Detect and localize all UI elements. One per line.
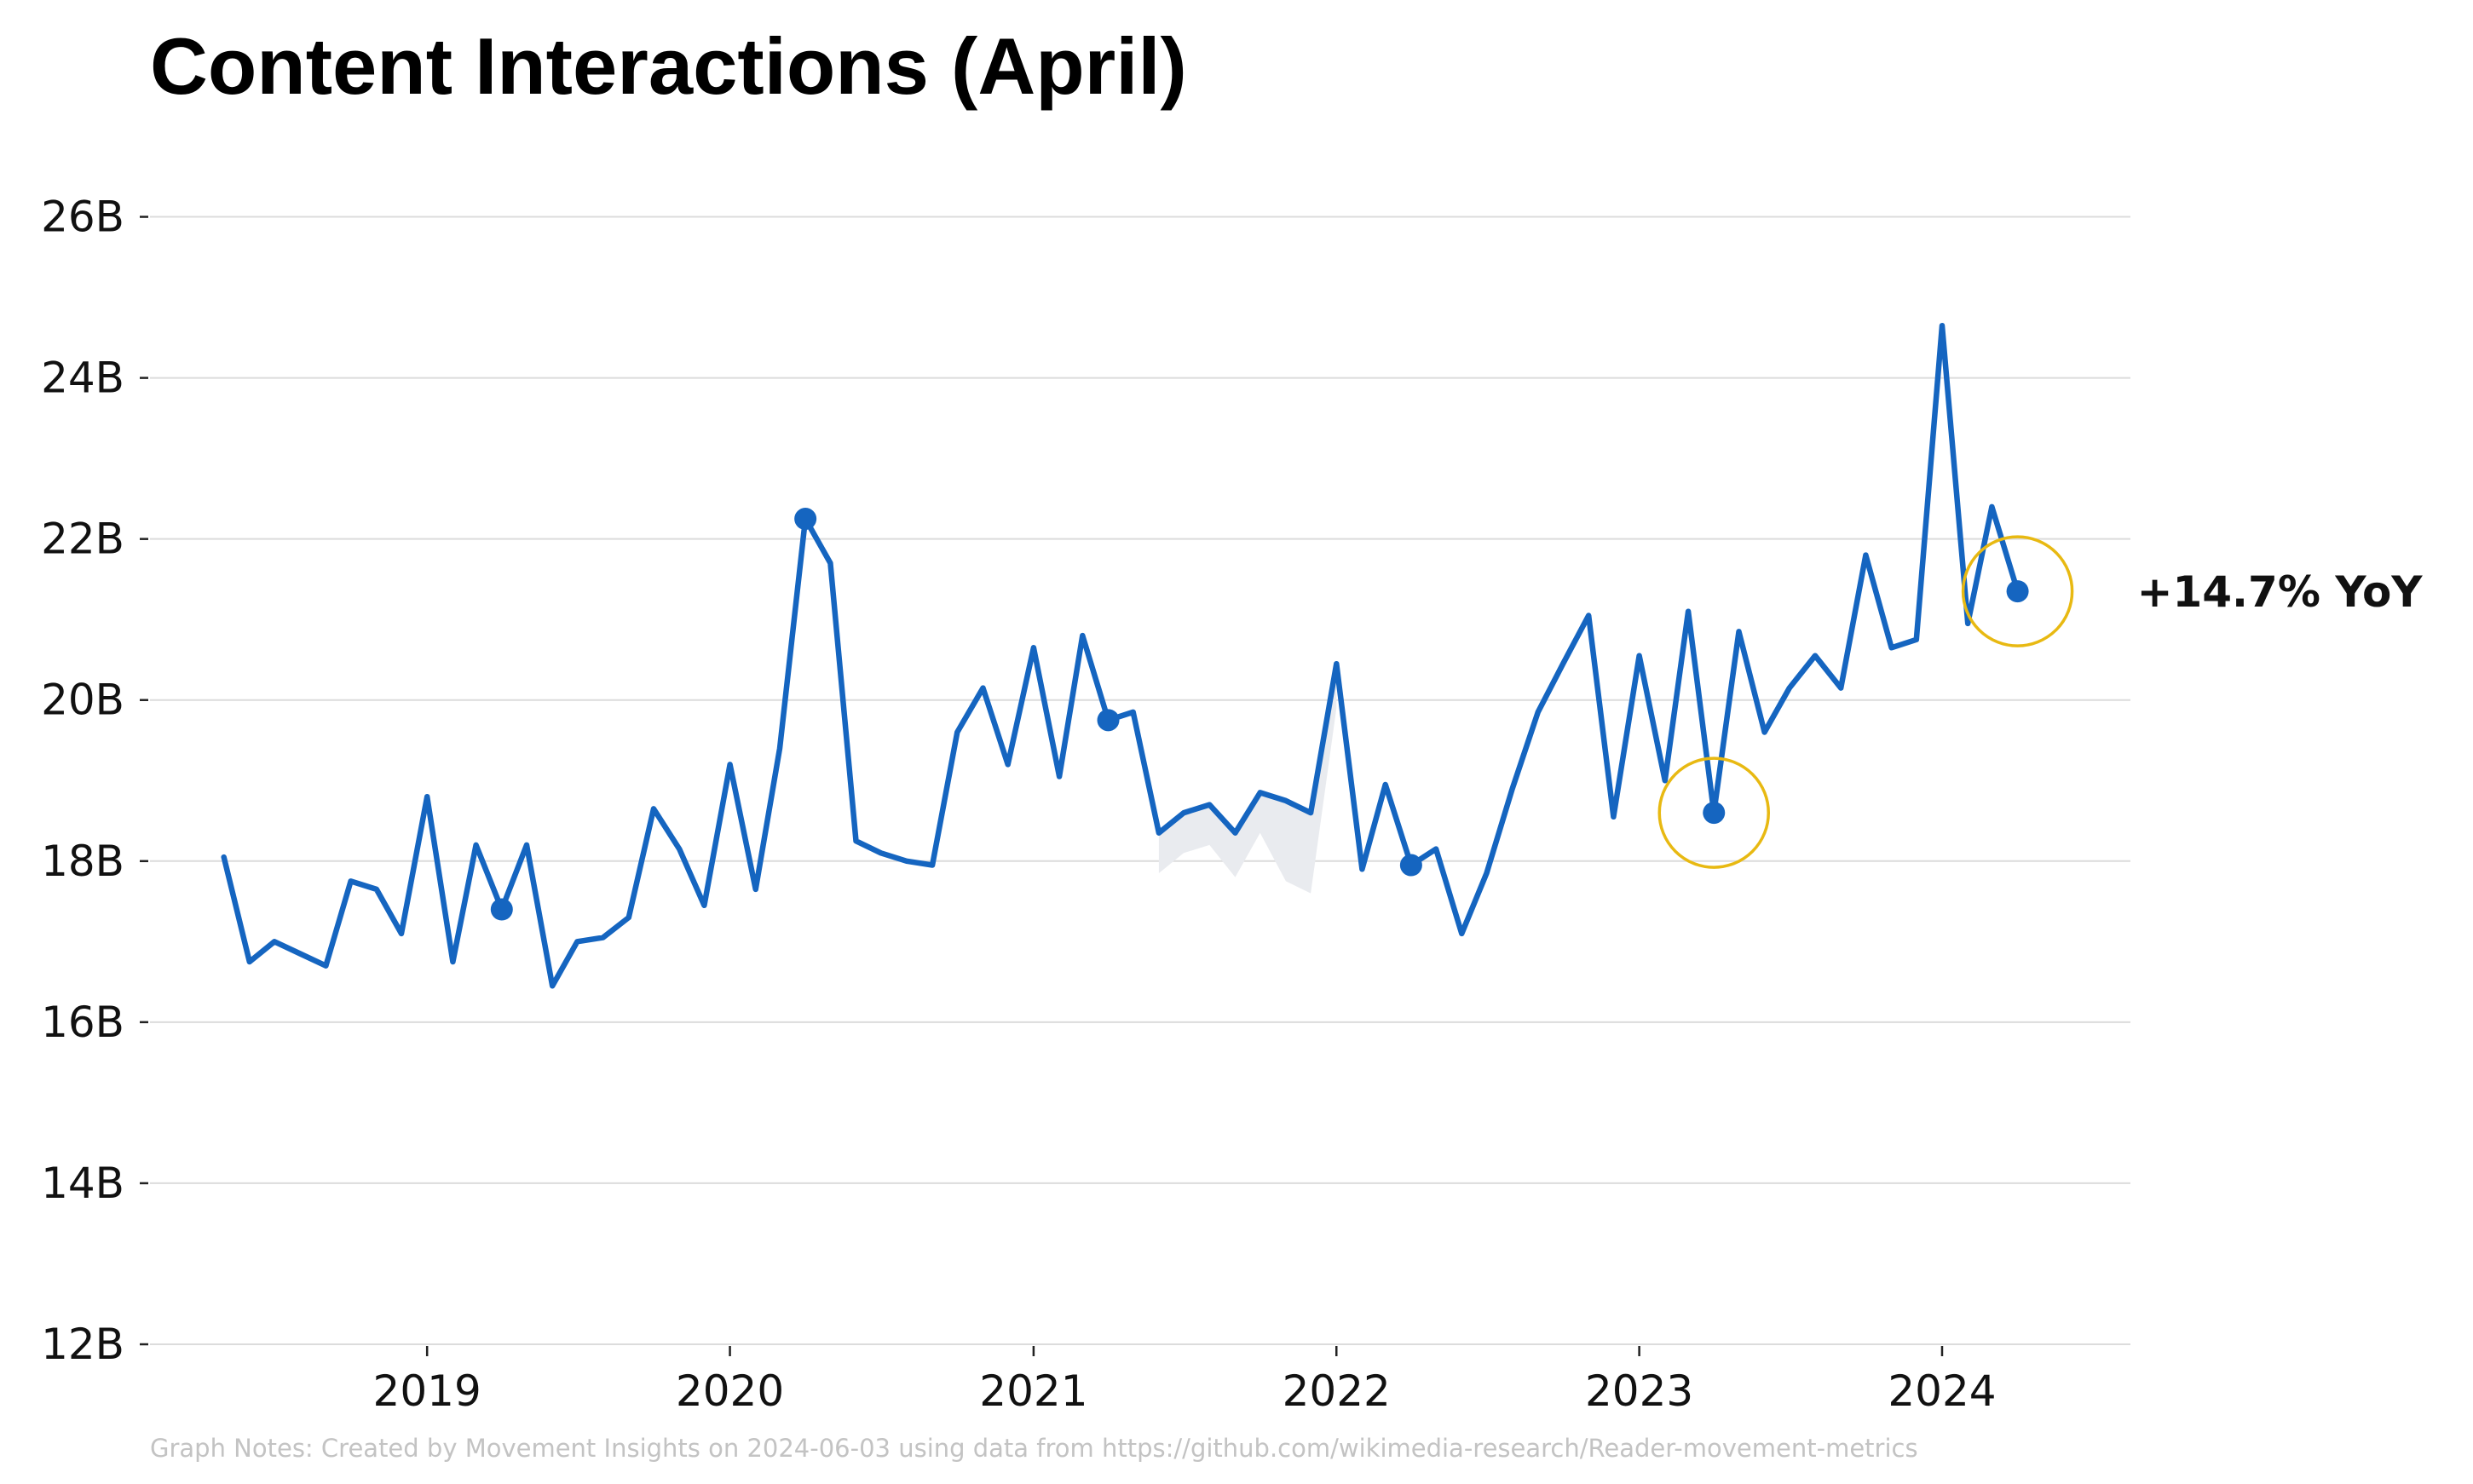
yoy-annotation: +14.7% YoY [2137, 567, 2424, 617]
gridlines [150, 216, 2130, 1184]
y-tick-label-6: 24B [41, 354, 124, 403]
band-area [1158, 664, 1337, 894]
y-tick-label-1: 14B [41, 1159, 124, 1208]
graph-notes: Graph Notes: Created by Movement Insight… [150, 1434, 1918, 1463]
y-axis: 12B 14B 16B 18B 20B 22B 24B 26B [41, 193, 148, 1369]
x-tick-label-0: 2019 [373, 1366, 481, 1416]
x-tick-label-4: 2023 [1585, 1366, 1693, 1416]
april-marker-4 [1703, 802, 1726, 825]
confidence-band [1158, 664, 1337, 894]
x-tick-label-1: 2020 [676, 1366, 784, 1416]
y-tick-label-4: 20B [41, 676, 124, 725]
april-marker-2 [1097, 709, 1120, 732]
y-tick-label-0: 12B [41, 1320, 124, 1369]
april-marker-0 [490, 898, 513, 921]
x-tick-label-5: 2024 [1888, 1366, 1996, 1416]
y-tick-label-2: 16B [41, 998, 124, 1047]
x-tick-label-3: 2022 [1283, 1366, 1391, 1416]
y-tick-label-3: 18B [41, 837, 124, 886]
x-axis: 2019 2020 2021 2022 2023 2024 [150, 1343, 2130, 1416]
april-marker-1 [794, 508, 817, 531]
chart-title: Content Interactions (April) [150, 21, 1187, 111]
series-line [221, 322, 2020, 989]
y-tick-label-7: 26B [41, 193, 124, 242]
april-marker-3 [1399, 854, 1422, 877]
april-marker-5 [2006, 580, 2029, 603]
series-line-layer [221, 322, 2020, 989]
highlight-circle-0 [1657, 756, 1770, 869]
highlight-circle-1 [1961, 535, 2074, 647]
y-tick-label-5: 22B [41, 515, 124, 564]
x-tick-label-2: 2021 [979, 1366, 1087, 1416]
highlight-circles [1657, 535, 2074, 869]
april-markers [490, 508, 2029, 921]
